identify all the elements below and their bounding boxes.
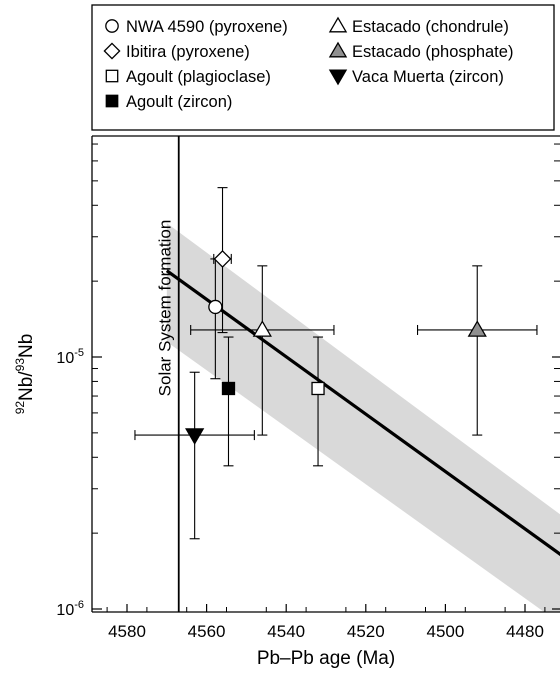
y-axis-label-sup2: 93 bbox=[13, 358, 27, 372]
legend-label-5: Agoult (plagioclase) bbox=[126, 68, 271, 86]
x-tick-label-4560: 4560 bbox=[188, 622, 226, 641]
legend-label-1: NWA 4590 (pyroxene) bbox=[126, 18, 288, 36]
legend-marker-6 bbox=[328, 69, 348, 86]
markers-layer bbox=[185, 250, 487, 445]
point-7-marker bbox=[185, 428, 205, 445]
y-tick-label: 10-5 bbox=[56, 347, 84, 367]
legend-label-2: Estacado (chondrule) bbox=[352, 18, 509, 36]
y-axis-label-a: Nb/ bbox=[16, 371, 37, 401]
point-6-marker bbox=[467, 320, 487, 337]
x-axis-label: Pb–Pb age (Ma) bbox=[257, 648, 395, 669]
point-2-marker bbox=[213, 250, 232, 268]
y-tick-label: 10-6 bbox=[56, 599, 84, 619]
legend-box bbox=[91, 4, 555, 131]
x-tick-label-4580: 4580 bbox=[108, 622, 146, 641]
legend-label-6: Vaca Muerta (zircon) bbox=[352, 68, 504, 86]
y-axis-label-b: Nb bbox=[16, 334, 37, 358]
y-ticks: 10-6 10-5 bbox=[56, 143, 560, 619]
x-tick-label-4500: 4500 bbox=[426, 622, 464, 641]
legend-label-7: Agoult (zircon) bbox=[126, 93, 232, 111]
legend-marker-4 bbox=[328, 41, 348, 58]
legend-marker-7 bbox=[105, 94, 119, 108]
point-1-marker bbox=[208, 299, 223, 315]
legend-marker-5 bbox=[105, 69, 119, 83]
confidence-band bbox=[166, 223, 560, 612]
x-tick-label-4480: 4480 bbox=[506, 622, 544, 641]
x-tick-label-4520: 4520 bbox=[347, 622, 385, 641]
y-axis-label-sup1: 92 bbox=[13, 401, 27, 415]
legend-marker-3 bbox=[103, 42, 121, 60]
x-tick-label-4540: 4540 bbox=[267, 622, 305, 641]
point-3-marker bbox=[311, 381, 325, 396]
legend: NWA 4590 (pyroxene) Estacado (chondrule) I… bbox=[103, 16, 513, 111]
legend-label-3: Ibitira (pyroxene) bbox=[126, 43, 250, 61]
legend-label-4: Estacado (phosphate) bbox=[352, 43, 513, 61]
point-4-marker bbox=[221, 381, 236, 396]
solar-system-formation-label: Solar System formation bbox=[156, 220, 175, 397]
confidence-band-layer bbox=[166, 223, 560, 612]
point-5-marker bbox=[252, 320, 272, 337]
legend-marker-2 bbox=[328, 16, 348, 33]
x-ticks: 4580 4560 4540 4520 4500 4480 bbox=[106, 604, 546, 641]
y-axis-label: 92Nb/93Nb bbox=[13, 334, 37, 415]
regression-line bbox=[165, 269, 560, 557]
regression-line-layer bbox=[165, 269, 560, 557]
legend-marker-1 bbox=[105, 19, 119, 33]
